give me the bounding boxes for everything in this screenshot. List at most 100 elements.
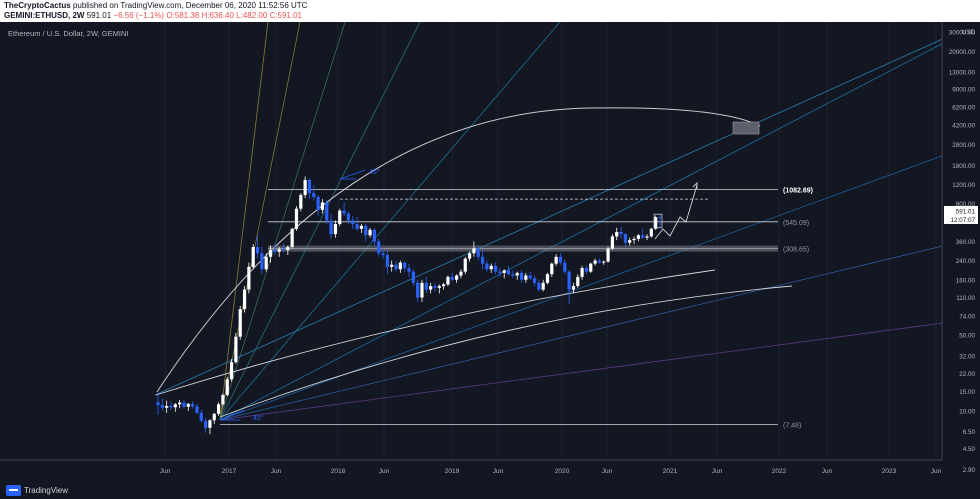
candle-body: [377, 241, 381, 254]
candle-body: [411, 271, 415, 283]
candle-body: [467, 253, 472, 259]
level-label: (7.48): [783, 423, 801, 430]
y-tick-label: 800.00: [956, 201, 976, 208]
candle: [247, 262, 251, 294]
candle-body: [437, 286, 441, 288]
candle: [446, 275, 450, 287]
candle-body: [342, 210, 346, 214]
y-tick-label: 110.00: [956, 295, 975, 302]
symbol-label: GEMINI:ETHUSD, 2W: [4, 11, 85, 20]
candle: [178, 399, 182, 409]
candle: [463, 256, 467, 275]
candle-body: [229, 362, 234, 380]
published-text: published on TradingView.com, December 0…: [72, 1, 308, 10]
candle: [325, 200, 329, 225]
candle: [320, 199, 325, 214]
candle: [221, 393, 225, 407]
candle: [502, 269, 506, 279]
price-axis: [942, 22, 980, 460]
candle: [307, 178, 312, 200]
candle: [593, 258, 597, 266]
fan-line: [219, 21, 346, 421]
candle: [368, 227, 372, 238]
candle-body: [442, 284, 446, 287]
candle: [338, 208, 342, 226]
candle-body: [398, 262, 402, 270]
fan-line: [219, 141, 980, 421]
candle-body: [632, 238, 636, 241]
x-tick-label: 2018: [331, 468, 346, 475]
candle-body: [619, 231, 623, 235]
candle-body: [589, 263, 593, 272]
candle-body: [563, 262, 567, 272]
candle: [467, 251, 472, 262]
chart-canvas[interactable]: (1082.69) (545.09) (308.65) (7.48) 45° 45° 4…: [0, 13, 980, 484]
candle: [359, 224, 363, 234]
candle-body: [390, 264, 394, 267]
candle-body: [316, 197, 320, 210]
candle: [580, 265, 584, 280]
candle: [632, 236, 636, 245]
candle-body: [156, 402, 160, 406]
candle-body: [433, 286, 437, 288]
price-chart[interactable]: (1082.69) (545.09) (308.65) (7.48) 45° 45° 4…: [0, 13, 980, 484]
candle: [286, 245, 290, 256]
tradingview-brand[interactable]: TradingView: [6, 485, 68, 496]
candle: [255, 236, 260, 259]
candle-body: [463, 258, 467, 272]
candle-body: [416, 282, 420, 298]
ohlc-values: O:581.38 H:636.40 L:482.00 C:591.01: [166, 11, 302, 20]
y-unit-label: USD: [962, 29, 976, 36]
candle-body: [476, 248, 480, 257]
y-tick-label: 50.00: [959, 332, 975, 339]
y-tick-label: 360.00: [956, 239, 976, 246]
x-tick-label: 2021: [663, 468, 678, 475]
x-tick-label: 2023: [882, 468, 897, 475]
candle: [160, 398, 164, 411]
candle-body: [303, 179, 307, 196]
candle-body: [182, 402, 186, 407]
candle-body: [502, 270, 506, 273]
candle-body: [294, 208, 299, 229]
candle-body: [290, 228, 294, 247]
fan-line: [219, 21, 301, 421]
countdown-tag: [944, 214, 978, 224]
y-tick-label: 6.50: [963, 429, 976, 436]
candle-body: [506, 270, 511, 275]
candle: [398, 260, 402, 273]
candle-body: [346, 213, 351, 221]
y-tick-label: 1200.00: [952, 182, 975, 189]
candle-body: [329, 220, 333, 235]
candle-body: [225, 379, 229, 395]
candle: [437, 284, 441, 294]
x-tick-label: Jun: [160, 468, 171, 475]
price-change: −6.56 (−1.1%): [113, 11, 165, 20]
candle: [268, 245, 273, 263]
candle-body: [493, 265, 498, 272]
candle-body: [545, 274, 550, 283]
candle-body: [567, 271, 571, 290]
last-price-tag: [944, 205, 978, 216]
candle: [346, 211, 351, 225]
candle: [472, 241, 476, 257]
target-box: [732, 121, 760, 135]
candle-body: [407, 268, 411, 272]
candle-body: [528, 275, 532, 279]
candle: [636, 234, 640, 242]
candle: [550, 262, 554, 277]
candle: [173, 403, 177, 412]
y-tick-label: 74.00: [959, 314, 975, 321]
candle: [597, 258, 602, 264]
y-tick-label: 9000.00: [952, 87, 975, 94]
candle-body: [277, 249, 281, 252]
candle: [385, 250, 389, 275]
candle-body: [558, 256, 563, 263]
x-tick-label: 2017: [222, 468, 237, 475]
candle: [169, 401, 173, 410]
publisher-name[interactable]: TheCryptoCactus: [4, 1, 71, 10]
candle: [191, 401, 195, 409]
candle-body: [524, 275, 528, 280]
candle: [303, 176, 307, 199]
candle-body: [593, 260, 597, 264]
candle: [372, 227, 376, 246]
